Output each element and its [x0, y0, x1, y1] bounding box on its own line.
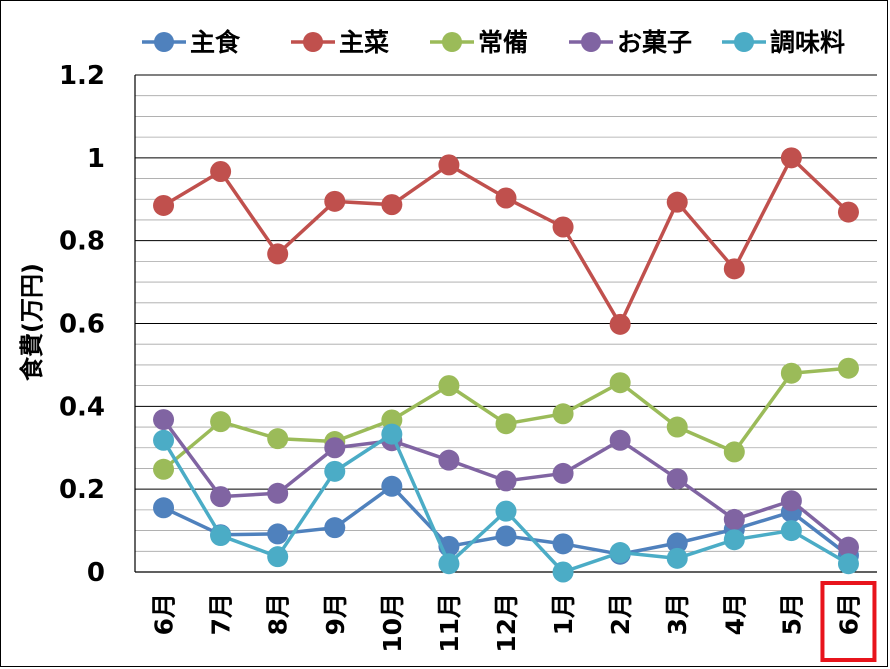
data-point: [267, 523, 289, 545]
data-point: [495, 500, 517, 522]
y-tick-label: 0: [87, 558, 105, 588]
data-point: [438, 553, 460, 575]
data-point: [324, 517, 346, 539]
data-point: [723, 441, 745, 463]
data-point: [381, 423, 403, 445]
legend-marker: [581, 32, 601, 52]
x-tick-label: 8月: [264, 593, 293, 635]
data-point: [666, 547, 688, 569]
y-tick-label: 0.4: [59, 392, 105, 422]
legend-marker: [734, 32, 754, 52]
data-point: [153, 409, 175, 431]
data-point: [552, 533, 574, 555]
y-axis-label: 食費(万円): [18, 263, 46, 381]
data-point: [723, 508, 745, 530]
data-point: [666, 468, 688, 490]
data-point: [438, 154, 460, 176]
legend-label: お菓子: [617, 28, 692, 57]
data-point: [324, 460, 346, 482]
data-point: [780, 147, 802, 169]
x-tick-label: 7月: [207, 593, 236, 635]
y-tick-label: 1.2: [59, 61, 105, 91]
data-point: [609, 313, 631, 335]
series-主菜: [153, 147, 859, 335]
data-point: [495, 525, 517, 547]
x-tick-label: 5月: [777, 593, 806, 635]
data-point: [780, 520, 802, 542]
legend-marker: [442, 32, 462, 52]
data-point: [267, 428, 289, 450]
x-tick-label: 6月: [834, 593, 863, 635]
highlight-box: [820, 581, 877, 662]
data-point: [666, 416, 688, 438]
data-point: [837, 553, 859, 575]
data-point: [552, 462, 574, 484]
x-tick-label: 9月: [321, 593, 350, 635]
data-point: [552, 403, 574, 425]
data-point: [552, 216, 574, 238]
data-point: [666, 191, 688, 213]
x-axis-ticks: 6月 7月 8月 9月 10月 11月 12月 1月 2月 3月 4月 5月 6月: [150, 593, 864, 653]
series-お菓子: [153, 409, 859, 558]
legend-label: 主食: [190, 28, 241, 57]
data-point: [780, 362, 802, 384]
x-tick-label: 6月: [150, 593, 179, 635]
data-point: [780, 490, 802, 512]
legend-label: 調味料: [770, 28, 845, 57]
data-point: [324, 437, 346, 459]
data-point: [153, 458, 175, 480]
data-point: [210, 161, 232, 183]
data-point: [438, 375, 460, 397]
data-point: [267, 482, 289, 504]
y-axis-ticks: 0 0.2 0.4 0.6 0.8 1 1.2: [59, 61, 105, 588]
x-tick-label: 2月: [606, 593, 635, 635]
legend-marker: [154, 32, 174, 52]
data-point: [609, 372, 631, 394]
data-point: [153, 497, 175, 519]
y-tick-label: 1: [87, 144, 105, 174]
y-tick-label: 0.2: [59, 475, 105, 505]
data-point: [210, 486, 232, 508]
data-point: [210, 525, 232, 547]
data-point: [495, 470, 517, 492]
data-point: [267, 243, 289, 265]
data-point: [837, 201, 859, 223]
data-point: [837, 536, 859, 558]
data-point: [153, 429, 175, 451]
data-point: [837, 357, 859, 379]
x-tick-label: 10月: [378, 593, 407, 653]
legend-label: 常備: [478, 28, 528, 57]
data-point: [153, 194, 175, 216]
data-point: [666, 532, 688, 554]
data-point: [552, 561, 574, 583]
gridlines: [134, 74, 877, 573]
data-point: [438, 449, 460, 471]
data-point: [495, 187, 517, 209]
data-point: [381, 194, 403, 216]
data-point: [495, 413, 517, 435]
series-group: [153, 147, 859, 583]
legend: 主食 主菜 常備 お菓子 調味料: [142, 28, 845, 57]
x-tick-label: 4月: [720, 593, 749, 635]
data-point: [267, 546, 289, 568]
y-tick-label: 0.6: [59, 310, 105, 340]
series-調味料: [153, 423, 859, 583]
legend-label: 主菜: [339, 28, 389, 57]
x-tick-label: 12月: [492, 593, 521, 653]
data-point: [381, 475, 403, 497]
data-point: [609, 429, 631, 451]
data-point: [723, 529, 745, 551]
data-point: [723, 258, 745, 280]
data-point: [609, 542, 631, 564]
data-point: [210, 411, 232, 433]
series-常備: [153, 357, 859, 480]
x-tick-label: 1月: [549, 593, 578, 635]
data-point: [324, 190, 346, 212]
legend-marker: [303, 32, 323, 52]
x-tick-label: 11月: [435, 593, 464, 653]
x-tick-label: 3月: [663, 593, 692, 635]
y-tick-label: 0.8: [59, 227, 105, 257]
